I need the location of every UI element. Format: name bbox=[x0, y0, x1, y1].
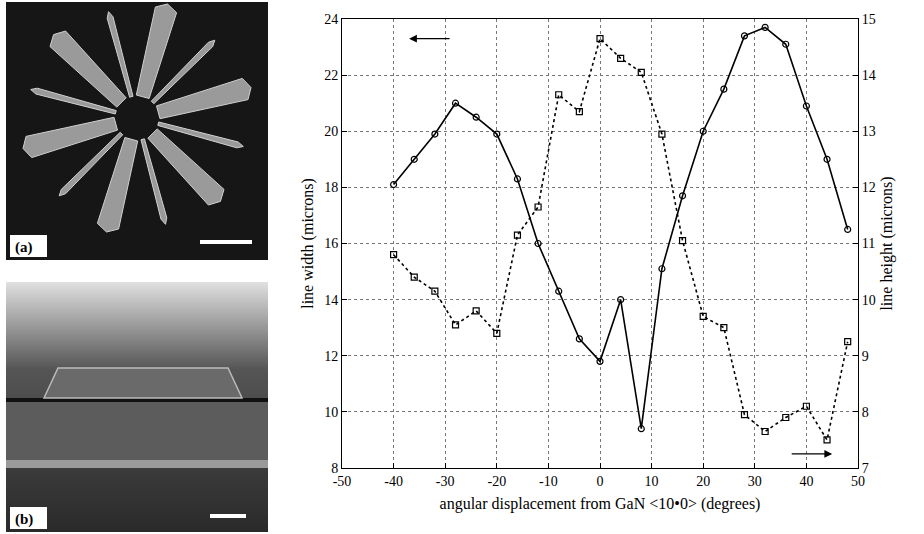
svg-text:-40: -40 bbox=[384, 474, 403, 489]
svg-text:-50: -50 bbox=[333, 474, 352, 489]
svg-text:11: 11 bbox=[862, 236, 875, 251]
svg-text:10: 10 bbox=[645, 474, 659, 489]
svg-text:14: 14 bbox=[862, 68, 876, 83]
svg-text:line height (microns): line height (microns) bbox=[878, 176, 896, 310]
svg-text:(a): (a) bbox=[15, 239, 33, 256]
svg-text:16: 16 bbox=[324, 236, 338, 251]
svg-text:10: 10 bbox=[862, 293, 876, 308]
svg-text:7: 7 bbox=[862, 461, 869, 476]
svg-text:20: 20 bbox=[324, 124, 338, 139]
svg-text:-10: -10 bbox=[539, 474, 558, 489]
svg-text:12: 12 bbox=[324, 349, 338, 364]
svg-text:line width (microns): line width (microns) bbox=[299, 178, 317, 309]
svg-text:40: 40 bbox=[799, 474, 813, 489]
svg-text:18: 18 bbox=[324, 180, 338, 195]
svg-text:10: 10 bbox=[324, 405, 338, 420]
svg-text:12: 12 bbox=[862, 180, 876, 195]
svg-text:0: 0 bbox=[597, 474, 604, 489]
svg-text:50: 50 bbox=[851, 474, 865, 489]
svg-text:8: 8 bbox=[331, 461, 338, 476]
svg-text:13: 13 bbox=[862, 124, 876, 139]
svg-text:angular displacement from GaN: angular displacement from GaN <10•0> (de… bbox=[440, 495, 761, 513]
svg-text:20: 20 bbox=[696, 474, 710, 489]
svg-text:8: 8 bbox=[862, 405, 869, 420]
svg-text:24: 24 bbox=[324, 12, 338, 27]
svg-text:22: 22 bbox=[324, 68, 338, 83]
svg-text:15: 15 bbox=[862, 12, 876, 27]
svg-text:30: 30 bbox=[748, 474, 762, 489]
svg-text:-20: -20 bbox=[487, 474, 506, 489]
svg-text:9: 9 bbox=[862, 349, 869, 364]
svg-text:14: 14 bbox=[324, 293, 338, 308]
svg-text:-30: -30 bbox=[436, 474, 455, 489]
svg-text:(b): (b) bbox=[15, 511, 33, 528]
